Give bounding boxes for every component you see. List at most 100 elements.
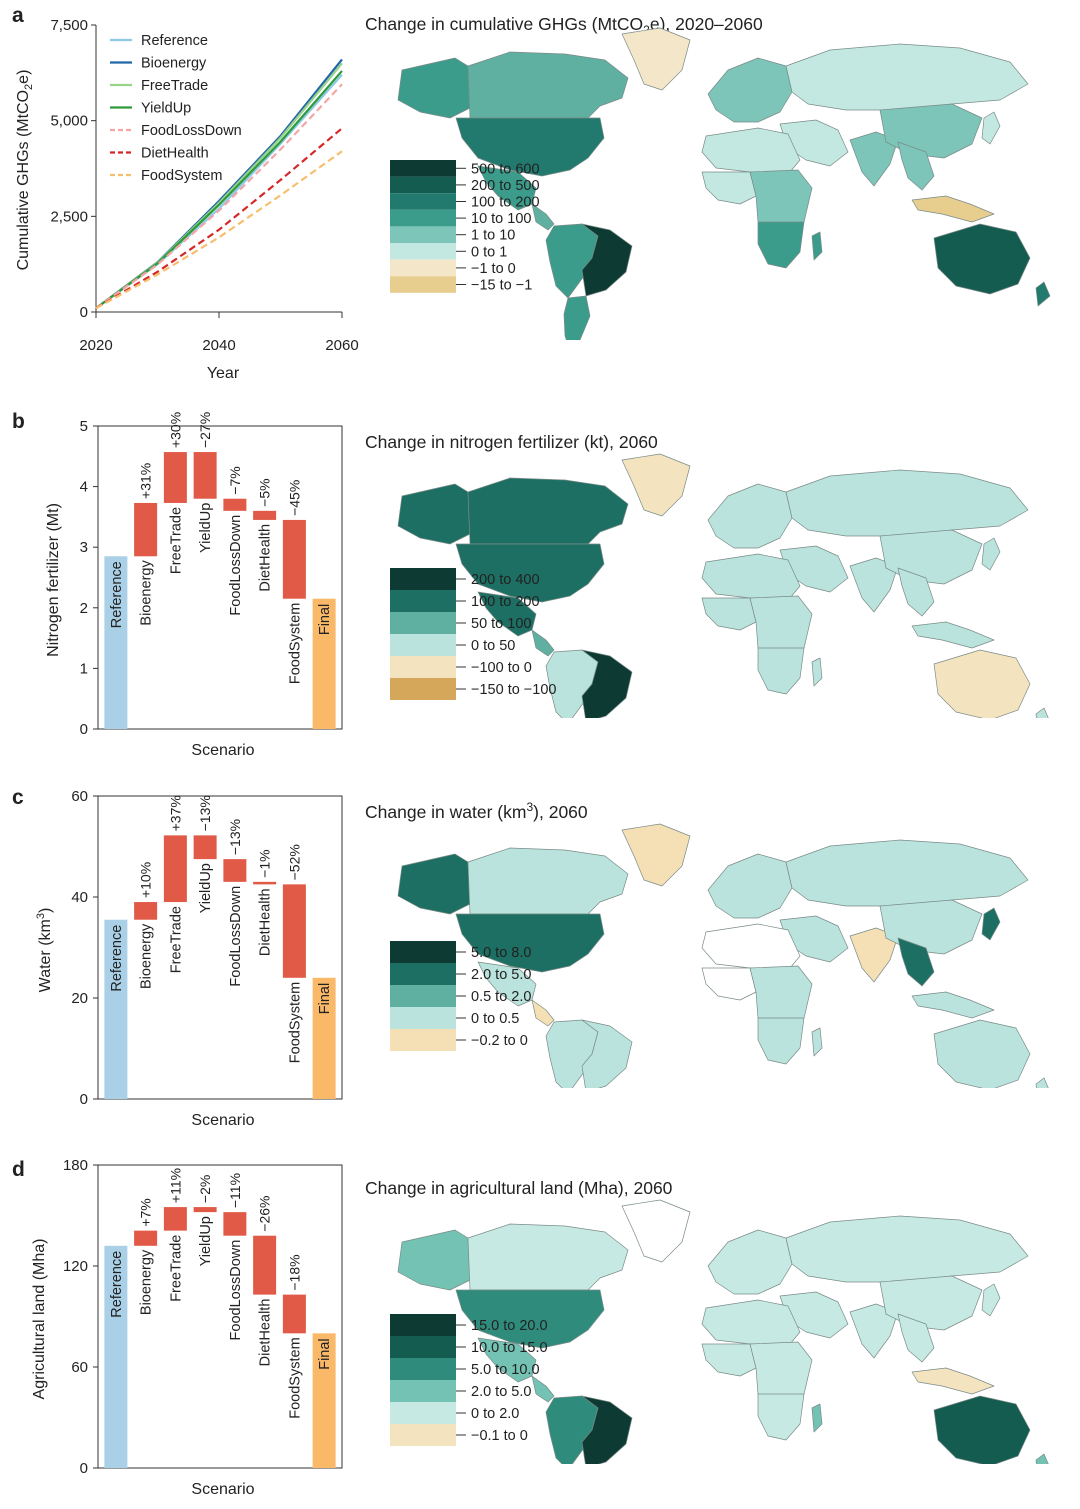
plot-frame bbox=[97, 1164, 343, 1469]
world-map bbox=[397, 27, 1051, 340]
legend-swatch bbox=[390, 243, 456, 260]
plot-frame bbox=[97, 425, 343, 730]
legend-swatch bbox=[390, 1358, 456, 1380]
map-title: Change in cumulative GHGs (MtCO2e), 2020… bbox=[365, 14, 763, 37]
region-nz bbox=[1035, 707, 1049, 718]
category-label: FoodLossDown bbox=[228, 515, 244, 616]
category-label: FreeTrade bbox=[168, 507, 184, 574]
region-seasia bbox=[897, 567, 935, 617]
bar-foodsystem bbox=[282, 519, 306, 599]
region-africa_w bbox=[701, 967, 757, 1001]
category-label: FoodLossDown bbox=[228, 886, 244, 987]
bar-freetrade bbox=[163, 452, 187, 503]
y-tick-label: 4 bbox=[80, 479, 88, 496]
category-label: Reference bbox=[109, 925, 125, 992]
legend-label: 0 to 0.5 bbox=[471, 1011, 519, 1027]
bar-bioenergy bbox=[134, 1230, 158, 1246]
legend-swatch bbox=[390, 209, 456, 227]
legend-swatch bbox=[390, 226, 456, 243]
legend-label: 10 to 100 bbox=[471, 211, 531, 227]
region-seasia bbox=[897, 141, 935, 191]
region-madagascar bbox=[811, 231, 823, 261]
y-axis-label: Agricultural land (Mha) bbox=[31, 1239, 48, 1400]
legend-label: 0 to 2.0 bbox=[471, 1406, 519, 1422]
legend-swatch bbox=[390, 259, 456, 277]
category-label: Bioenergy bbox=[139, 1249, 155, 1315]
bar-yieldup bbox=[193, 835, 217, 860]
region-alaska bbox=[397, 853, 471, 915]
region-brazil bbox=[581, 1395, 633, 1464]
category-label: Bioenergy bbox=[139, 560, 155, 626]
region-europe bbox=[707, 483, 793, 549]
legend-label: Bioenergy bbox=[141, 56, 207, 72]
legend-label: 2.0 to 5.0 bbox=[471, 967, 531, 983]
x-axis-label: Scenario bbox=[191, 1112, 254, 1129]
region-mexico bbox=[477, 1337, 537, 1383]
series-line-diethealth bbox=[95, 127, 343, 310]
region-india bbox=[849, 927, 899, 983]
region-mexico bbox=[477, 961, 537, 1007]
region-africa_s bbox=[757, 1393, 805, 1441]
series-line-foodsystem bbox=[95, 150, 343, 310]
category-label: YieldUp bbox=[198, 863, 214, 913]
legend-swatch bbox=[390, 176, 456, 194]
pct-label: −5% bbox=[257, 478, 273, 506]
region-china bbox=[879, 529, 983, 585]
ghg-line-chart: 0 2,500 5,000 7,500 2020 2040 2060 Year Cumulati… bbox=[15, 17, 359, 382]
category-label: FoodSystem bbox=[287, 982, 303, 1063]
region-seasia bbox=[897, 1313, 935, 1363]
bar-freetrade bbox=[163, 1207, 187, 1231]
plot-frame bbox=[97, 795, 343, 1100]
bar-foodlossdown bbox=[223, 1212, 247, 1236]
region-africa_c bbox=[749, 965, 813, 1027]
region-europe bbox=[707, 57, 793, 123]
region-africa_n bbox=[701, 553, 801, 599]
region-indonesia bbox=[911, 195, 995, 223]
y-tick-label: 120 bbox=[63, 1258, 88, 1275]
region-india bbox=[849, 557, 899, 613]
region-australia bbox=[933, 223, 1031, 295]
region-japan bbox=[981, 1283, 1001, 1317]
y-tick-label: 5 bbox=[80, 418, 88, 435]
land-waterfall-chart: 0 60 120 180 Reference Bioenergy +7% FreeTrade +… bbox=[31, 1157, 343, 1498]
map-legend: 200 to 400 100 to 200 50 to 100 0 to 50 −100… bbox=[390, 568, 556, 700]
legend-swatch bbox=[390, 1380, 456, 1402]
category-label: YieldUp bbox=[198, 503, 214, 553]
region-centralam bbox=[531, 999, 555, 1027]
pct-label: −11% bbox=[227, 1173, 243, 1208]
category-label: FoodSystem bbox=[287, 603, 303, 684]
region-russia bbox=[785, 839, 1029, 907]
category-label: Reference bbox=[109, 1251, 125, 1318]
category-label: Reference bbox=[109, 561, 125, 628]
legend-label: 2.0 to 5.0 bbox=[471, 1384, 531, 1400]
legend-swatch bbox=[390, 590, 456, 612]
bar-final bbox=[312, 977, 336, 1099]
category-label: Final bbox=[317, 1338, 333, 1369]
water-waterfall-chart: 0 20 40 60 Reference Bioenergy +10% FreeTrade +3… bbox=[35, 788, 343, 1129]
panel-letter-b: b bbox=[12, 410, 25, 433]
region-africa_c bbox=[749, 169, 813, 231]
category-label: DietHealth bbox=[258, 888, 274, 956]
legend-label: 5.0 to 8.0 bbox=[471, 945, 531, 961]
y-tick-label: 20 bbox=[71, 990, 88, 1007]
legend-label: 0 to 50 bbox=[471, 638, 515, 654]
x-tick-label: 2040 bbox=[202, 337, 235, 354]
panel-letter-d: d bbox=[12, 1158, 25, 1181]
pct-label: +11% bbox=[167, 1168, 183, 1203]
region-japan bbox=[981, 537, 1001, 571]
region-africa_s bbox=[757, 221, 805, 269]
legend-label: DietHealth bbox=[141, 146, 209, 162]
category-label: Final bbox=[317, 604, 333, 635]
region-brazil bbox=[581, 223, 633, 297]
map-legend: 15.0 to 20.0 10.0 to 15.0 5.0 to 10.0 2.0 t… bbox=[390, 1314, 548, 1446]
map-title: Change in water (km3), 2060 bbox=[365, 800, 588, 822]
region-africa_w bbox=[701, 171, 757, 205]
bar-foodsystem bbox=[282, 884, 306, 978]
legend-label: 5.0 to 10.0 bbox=[471, 1362, 540, 1378]
region-alaska bbox=[397, 1229, 471, 1291]
region-europe bbox=[707, 1229, 793, 1295]
region-africa_w bbox=[701, 597, 757, 631]
pct-label: +31% bbox=[138, 463, 154, 499]
region-africa_c bbox=[749, 595, 813, 657]
legend-swatch bbox=[390, 678, 456, 700]
